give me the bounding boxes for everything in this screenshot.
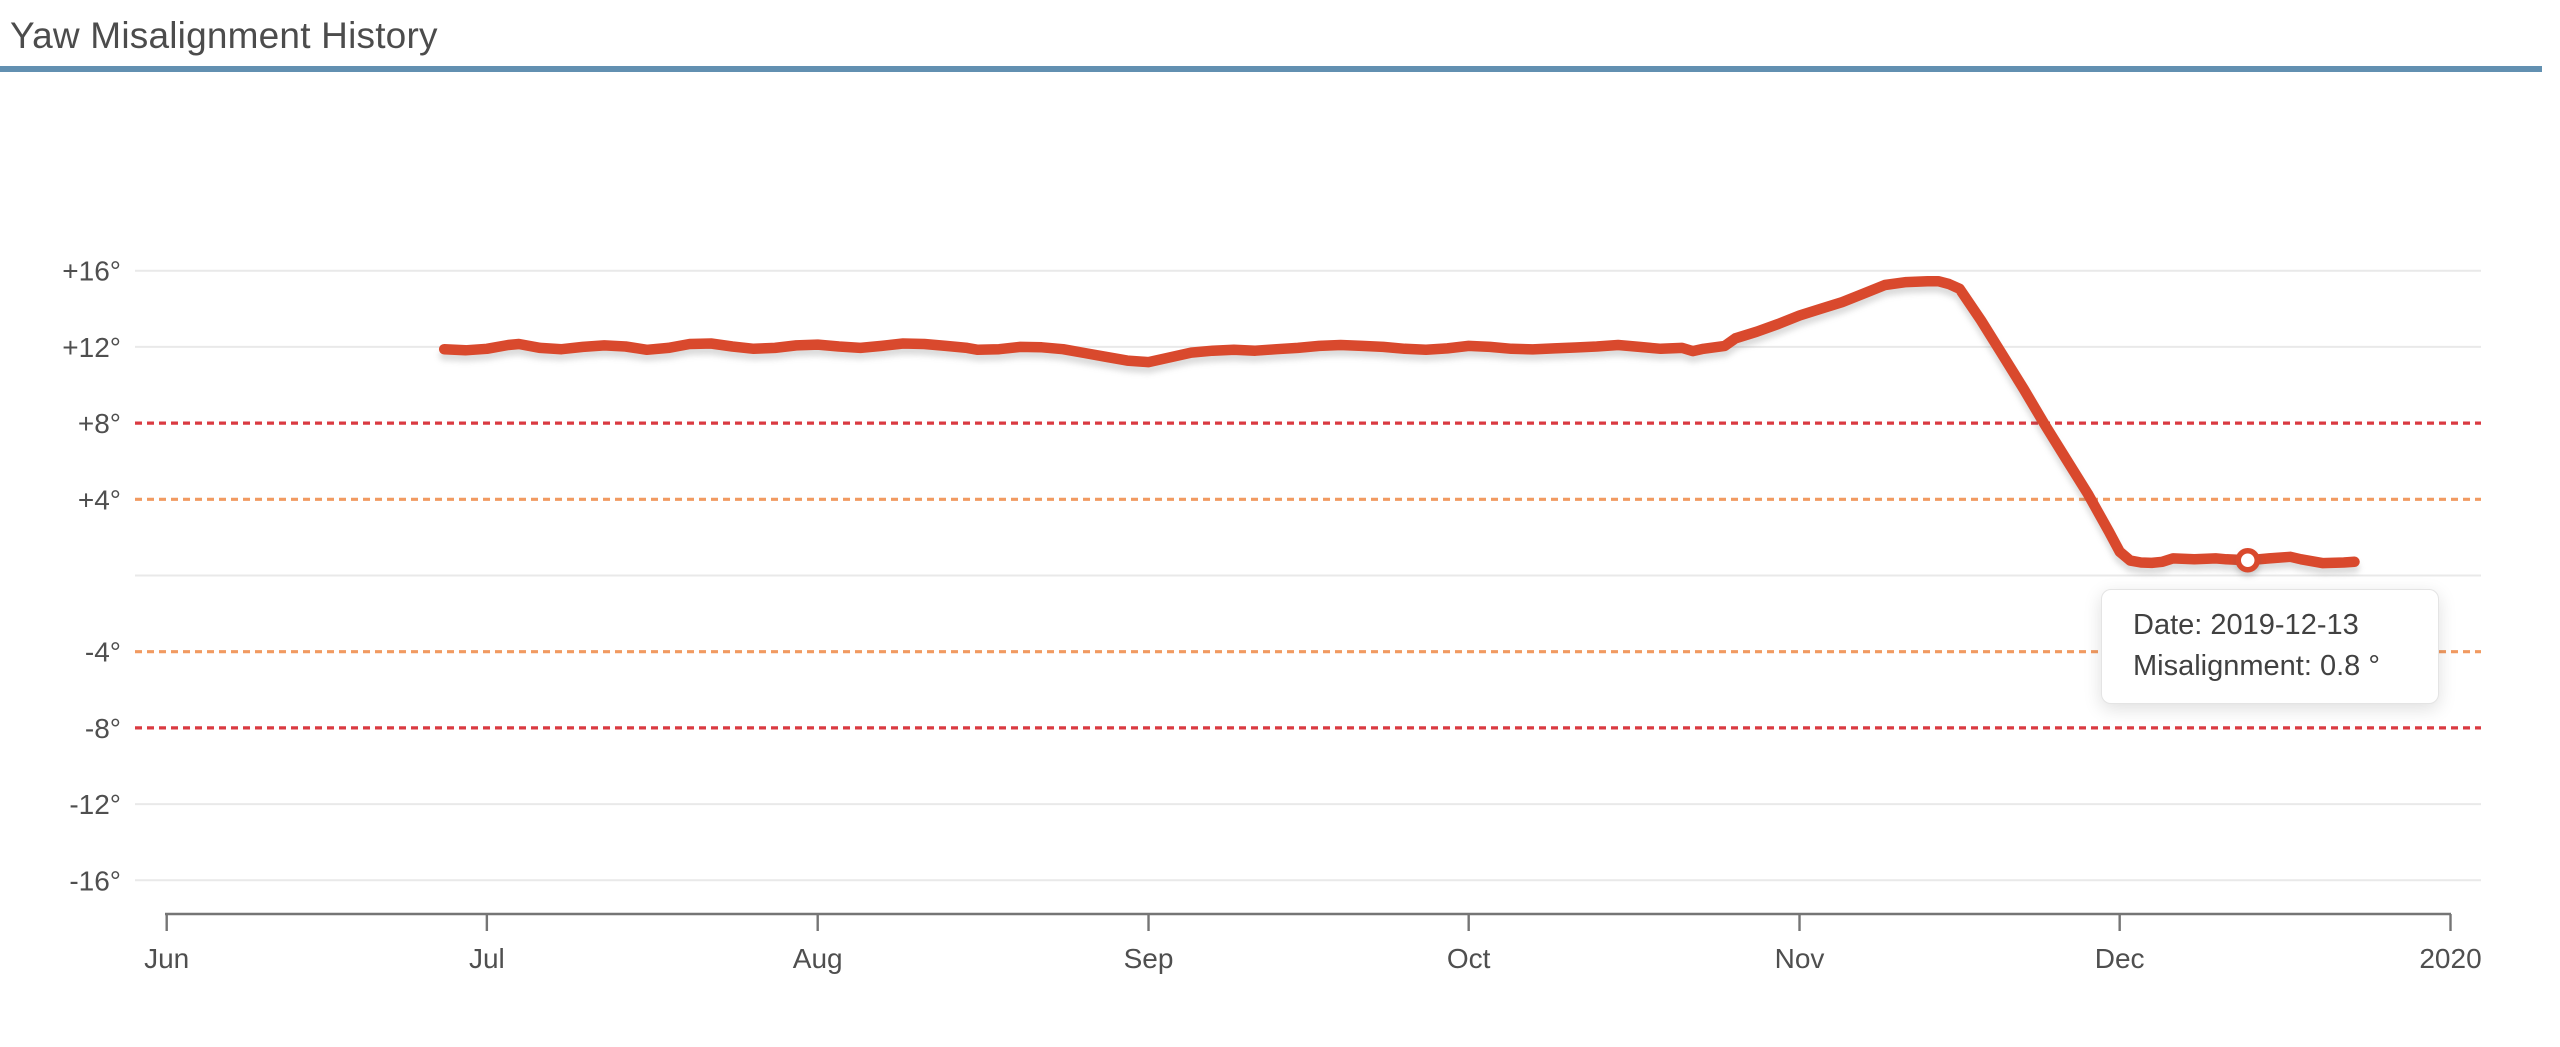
y-tick-label: -4° — [85, 637, 121, 668]
y-tick-label: +8° — [78, 408, 121, 439]
y-tick-label: +16° — [62, 256, 121, 287]
page-title: Yaw Misalignment History — [10, 15, 438, 56]
x-tick-label: Jun — [144, 943, 189, 974]
series-line[interactable] — [438, 275, 2360, 569]
y-tick-label: +12° — [62, 332, 121, 363]
tooltip-value: 0.8 ° — [2319, 650, 2380, 682]
x-tick-label: Aug — [793, 943, 843, 974]
title-underline — [0, 66, 2542, 72]
y-tick-label: -16° — [69, 865, 121, 896]
tooltip-date-value: 2019-12-13 — [2210, 609, 2359, 641]
tooltip-date-row: Date: 2019-12-13 — [2133, 605, 2438, 646]
highlight-marker[interactable] — [2235, 548, 2260, 573]
x-tick-label: Sep — [1124, 943, 1174, 974]
x-tick-label: Nov — [1775, 943, 1825, 974]
x-tick-label: Jul — [469, 943, 505, 974]
x-tick-label: Dec — [2095, 943, 2145, 974]
x-tick-label: 2020 — [2419, 943, 2481, 974]
y-tick-label: +4° — [78, 484, 121, 515]
tooltip-value-row: Misalignment: 0.8 ° — [2133, 646, 2438, 687]
tooltip-value-label: Misalignment: — [2133, 650, 2312, 682]
x-tick-label: Oct — [1447, 943, 1491, 974]
tooltip-date-label: Date: — [2133, 609, 2203, 641]
y-tick-label: -12° — [69, 789, 121, 820]
y-tick-label: -8° — [85, 713, 121, 744]
tooltip: Date: 2019-12-13 Misalignment: 0.8 ° — [2101, 589, 2439, 704]
